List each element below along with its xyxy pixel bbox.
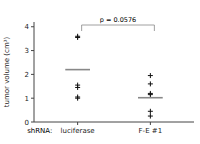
y-tick (31, 26, 34, 27)
point (75, 83, 80, 88)
point (148, 73, 153, 78)
point (75, 35, 80, 40)
x-tick-label: F-E #1 (139, 127, 163, 135)
chart: 0 1 2 3 4 tumor volume (cm³) luciferase F-E #1 s… (0, 0, 200, 144)
point (75, 95, 80, 100)
x-tick (150, 122, 151, 125)
mean-line (138, 97, 163, 99)
y-tick-label: 3 (25, 47, 29, 55)
point (148, 92, 153, 97)
p-value: p = 0.0576 (100, 16, 136, 24)
point-stroke (77, 83, 78, 88)
group-prefix-label: shRNA: (27, 127, 52, 135)
y-tick-label: 2 (25, 71, 29, 79)
x-axis-line (34, 122, 194, 123)
y-axis-label: tumor volume (cm³) (3, 36, 11, 107)
point-stroke (150, 73, 151, 78)
point-stroke (150, 114, 151, 119)
y-tick (31, 122, 34, 123)
y-tick (31, 74, 34, 75)
y-tick-label: 4 (25, 23, 30, 31)
y-tick-label: 0 (25, 119, 29, 127)
point-stroke (77, 35, 78, 40)
point (148, 114, 153, 119)
y-tick (31, 50, 34, 51)
y-tick-label: 1 (25, 95, 29, 103)
bracket (82, 25, 155, 31)
y-tick (31, 98, 34, 99)
point-stroke (150, 109, 151, 114)
x-tick-label: luciferase (61, 127, 95, 135)
point (148, 109, 153, 114)
x-tick (77, 122, 78, 125)
plot-area (65, 34, 162, 119)
point-stroke (150, 92, 151, 97)
mean-line (65, 69, 90, 71)
point-stroke (150, 81, 151, 86)
y-axis-line (34, 22, 35, 122)
point (148, 81, 153, 86)
point-stroke (77, 95, 78, 100)
